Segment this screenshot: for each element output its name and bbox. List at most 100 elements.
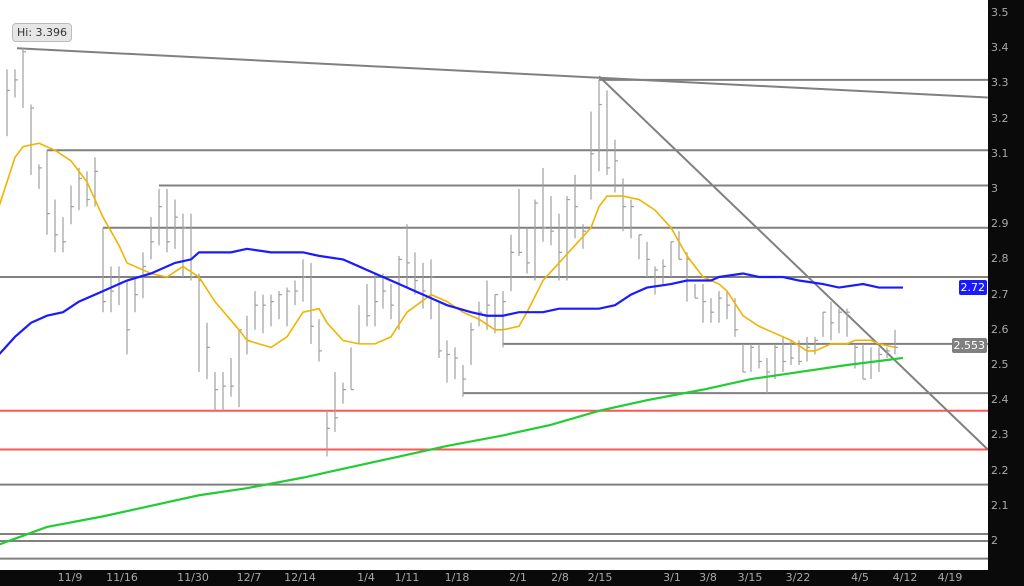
x-tick-label: 11/9 <box>57 571 83 584</box>
x-tick-label: 2/8 <box>551 571 569 584</box>
ohlc-bar <box>158 189 162 246</box>
ohlc-bar <box>750 343 754 373</box>
moving-average-line <box>0 142 896 352</box>
ohlc-bar <box>662 259 666 285</box>
x-tick-label: 1/4 <box>357 571 375 584</box>
ohlc-bar <box>646 241 650 277</box>
y-tick-label: 3.3 <box>991 76 1009 90</box>
y-tick-label: 2.5 <box>991 358 1009 371</box>
y-tick-label: 2.8 <box>991 252 1009 266</box>
ohlc-bar <box>14 69 18 98</box>
y-tick-label: 2.1 <box>991 498 1009 512</box>
y-tick-label: 2.9 <box>991 217 1009 231</box>
ohlc-bar <box>534 199 538 281</box>
ohlc-bar <box>174 199 178 249</box>
ohlc-bar <box>254 291 258 330</box>
ohlc-bar <box>526 227 530 274</box>
ohlc-bar <box>494 294 498 334</box>
ohlc-bar <box>614 139 618 193</box>
ohlc-bar <box>310 262 314 344</box>
y-tick-label: 3.2 <box>991 111 1009 125</box>
ohlc-bar <box>270 294 274 327</box>
ohlc-bar <box>102 227 106 313</box>
ohlc-bar <box>886 347 890 358</box>
ohlc-bar <box>206 322 210 380</box>
ohlc-bar <box>502 291 506 348</box>
ohlc-bar <box>462 365 466 397</box>
ohlc-bar <box>278 291 282 320</box>
ohlc-bar <box>806 336 810 362</box>
x-tick-label: 2/1 <box>509 571 527 584</box>
x-tick-label: 12/7 <box>236 571 262 584</box>
ohlc-bar <box>542 167 546 242</box>
ohlc-bar <box>198 273 202 373</box>
y-tick-label: 3.4 <box>991 41 1009 55</box>
ohlc-bar <box>446 340 450 383</box>
x-tick-label: 1/18 <box>444 571 470 584</box>
ohlc-bar <box>150 217 154 260</box>
ohlc-bar <box>574 174 578 239</box>
ohlc-bar <box>606 90 610 175</box>
ohlc-bar <box>470 322 474 365</box>
ohlc-bar <box>78 167 82 211</box>
ohlc-bar <box>694 284 698 299</box>
ohlc-bar <box>406 224 410 288</box>
y-tick-label: 3 <box>991 182 998 195</box>
ohlc-bar <box>822 311 826 337</box>
ohlc-bar <box>70 185 74 225</box>
ohlc-bar <box>390 284 394 320</box>
ohlc-bar <box>878 347 882 373</box>
ohlc-bar <box>454 347 458 380</box>
ohlc-bar <box>870 347 874 380</box>
ohlc-bar <box>302 259 306 302</box>
ohlc-bar <box>814 336 818 355</box>
ohlc-bar <box>22 48 26 109</box>
y-tick-label: 2.7 <box>991 287 1009 301</box>
ohlc-bar <box>54 199 58 253</box>
y-tick-label: 2.6 <box>991 322 1009 336</box>
ohlc-bar <box>718 291 722 323</box>
ohlc-bar <box>678 231 682 260</box>
ohlc-bar <box>638 234 642 260</box>
trend-line <box>598 75 988 451</box>
last-value-tag: 2.553 <box>951 338 987 354</box>
ohlc-bar <box>774 343 778 380</box>
ohlc-bar <box>894 329 898 355</box>
y-tick-label: 2 <box>991 534 998 547</box>
ohlc-bar <box>62 217 66 253</box>
y-tick-label: 2.3 <box>991 428 1009 442</box>
ohlc-bar <box>798 340 802 365</box>
x-tick-label: 11/16 <box>106 571 138 584</box>
x-tick-label: 4/5 <box>851 571 869 584</box>
ohlc-bar <box>374 273 378 327</box>
x-tick-label: 4/19 <box>937 571 963 584</box>
ohlc-bar <box>166 189 170 253</box>
ohlc-bar <box>558 213 562 281</box>
ohlc-bar <box>790 340 794 365</box>
ohlc-bar <box>318 319 322 362</box>
ohlc-bar <box>118 266 122 306</box>
ohlc-bar <box>222 372 226 411</box>
ohlc-bar <box>438 301 442 358</box>
ohlc-bar <box>726 291 730 320</box>
ohlc-bar <box>782 336 786 373</box>
ohlc-bar <box>598 79 602 172</box>
ohlc-bar <box>430 259 434 320</box>
ohlc-bar <box>46 150 50 235</box>
ohlc-bar <box>838 308 842 334</box>
ohlc-bar <box>742 343 746 373</box>
ohlc-bar <box>230 357 234 397</box>
x-tick-label: 11/30 <box>177 571 209 584</box>
ohlc-bar <box>294 280 298 306</box>
ohlc-bar <box>110 266 114 313</box>
moving-average-line <box>0 356 904 546</box>
ohlc-bar <box>630 199 634 239</box>
ohlc-bar <box>334 372 338 432</box>
ohlc-bar <box>238 329 242 408</box>
ohlc-bar <box>590 111 594 200</box>
ohlc-bar <box>30 104 34 175</box>
ohlc-bar <box>358 305 362 345</box>
trend-line <box>16 47 988 99</box>
ohlc-bar <box>38 164 42 189</box>
moving-average-line <box>0 247 903 355</box>
